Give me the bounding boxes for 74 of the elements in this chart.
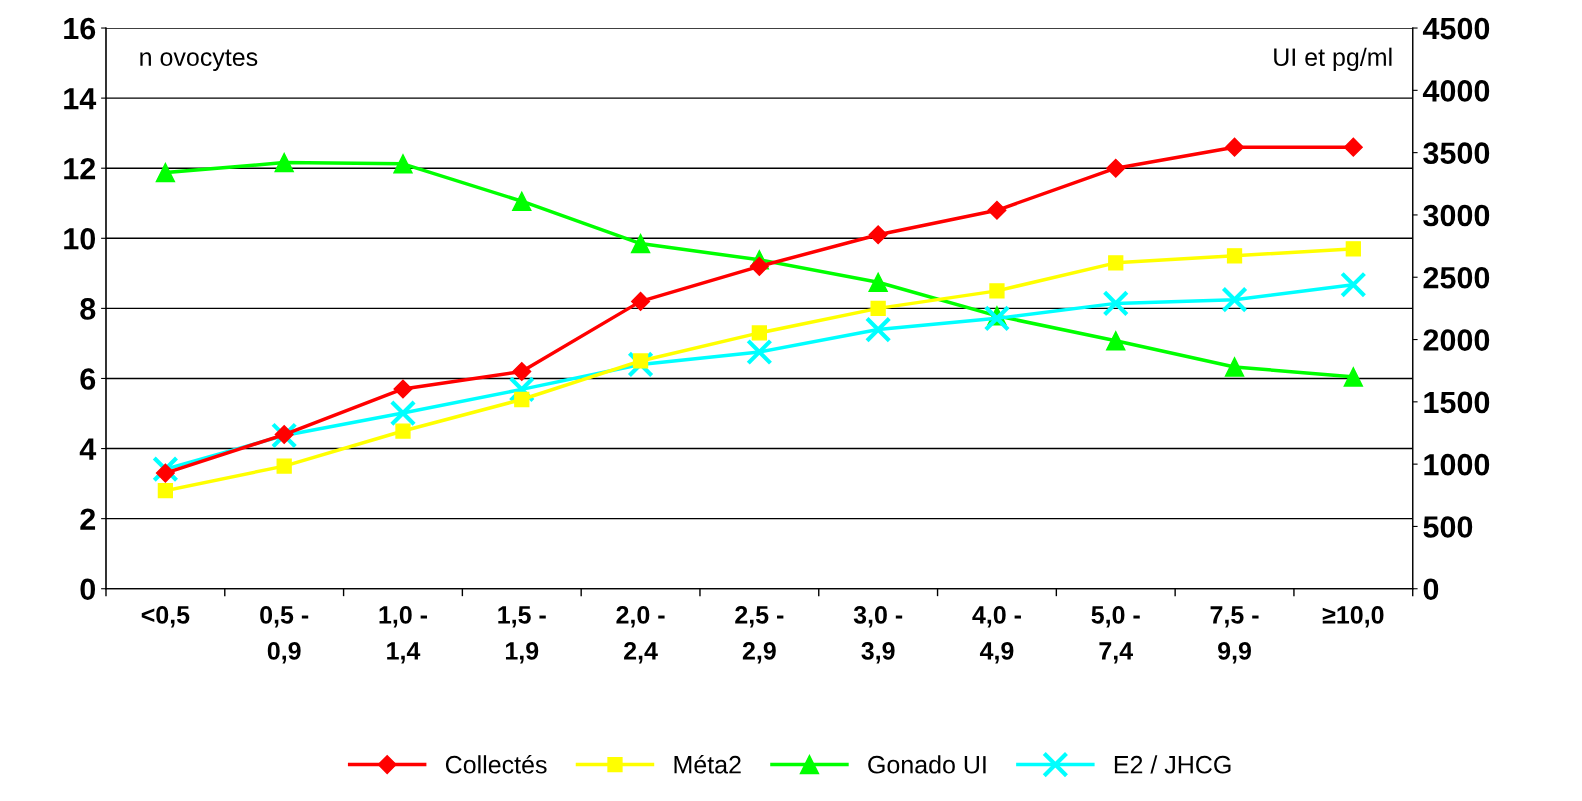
y-tick-label: 4 — [79, 438, 97, 460]
y-tick-label: 10 — [64, 228, 96, 250]
x-tick-label: <0,5 — [141, 606, 190, 628]
legend-label: Collectés — [445, 754, 547, 774]
point — [389, 399, 417, 427]
y-tick-label: 6 — [80, 368, 96, 390]
point — [1343, 367, 1364, 387]
y2-tick-label: 500 — [1423, 516, 1473, 538]
point — [987, 200, 1007, 220]
x-tick-label: 2,0 - 2,4 — [616, 606, 665, 664]
point — [512, 191, 532, 211]
y-tick-label: 2 — [80, 508, 96, 530]
y-tick-label: 14 — [64, 88, 97, 110]
point — [1106, 158, 1126, 178]
x-tick-label: 0,5 - 0,9 — [260, 606, 309, 664]
x-tick-label: 5,0 - 7,4 — [1091, 606, 1140, 664]
point — [393, 379, 413, 399]
point — [1106, 331, 1126, 351]
y-axis-title: n ovocytes — [140, 49, 258, 71]
point — [508, 376, 535, 403]
point — [1226, 248, 1243, 264]
y-tick-label: 8 — [80, 298, 96, 320]
point — [1340, 271, 1367, 298]
y-tick-label: 12 — [64, 157, 96, 180]
point — [864, 316, 892, 343]
point — [746, 338, 773, 366]
y2-tick-label: 2500 — [1423, 266, 1490, 289]
point — [1343, 137, 1363, 157]
y2-tick-label: 3000 — [1423, 204, 1490, 227]
point — [393, 154, 413, 174]
point — [870, 300, 886, 317]
y2-tick-label: 3500 — [1423, 142, 1490, 165]
point — [512, 361, 532, 381]
y2-tick-label: 0 — [1423, 578, 1439, 601]
point — [630, 233, 651, 254]
x-tick-label: 1,0 - 1,4 — [379, 606, 427, 664]
point — [395, 423, 411, 439]
point — [155, 463, 175, 483]
y2-axis-title: UI et pg/ml — [1274, 47, 1392, 71]
point — [751, 325, 767, 341]
point — [632, 353, 649, 369]
y2-tick-label: 2000 — [1423, 329, 1490, 351]
y2-tick-label: 4000 — [1422, 80, 1490, 102]
x-tick-label: ≥10,0 — [1322, 606, 1384, 628]
point — [749, 256, 769, 276]
point — [514, 391, 530, 408]
x-tick-label: 1,5 - 1,9 — [498, 606, 546, 664]
point — [1102, 290, 1129, 317]
y-tick-label: 16 — [64, 17, 96, 40]
point — [276, 458, 292, 474]
point — [274, 152, 294, 173]
point — [989, 283, 1005, 299]
point — [1108, 255, 1124, 271]
point — [1345, 241, 1361, 257]
x-tick-label: 3,0 - 3,9 — [853, 606, 903, 664]
y2-tick-label: 4500 — [1422, 17, 1490, 40]
point — [631, 291, 651, 311]
legend-label: E2 / JHCG — [1114, 755, 1231, 774]
x-tick-label: 2,5 - 2,9 — [735, 606, 784, 664]
point — [155, 162, 176, 183]
x-tick-label: 7,5 - 9,9 — [1210, 606, 1259, 664]
point — [1224, 357, 1245, 377]
point — [157, 482, 174, 499]
point — [983, 305, 1011, 332]
point — [1225, 137, 1245, 157]
y2-tick-label: 1000 — [1424, 453, 1490, 476]
point — [868, 272, 888, 292]
legend-label: Gonado UI — [868, 755, 986, 774]
x-tick-label: 4,0 - 4,9 — [972, 606, 1021, 664]
y2-tick-label: 1500 — [1424, 391, 1490, 414]
point — [868, 225, 888, 245]
point — [1221, 286, 1248, 313]
legend-label: Méta2 — [674, 754, 741, 774]
y-tick-label: 0 — [80, 578, 96, 601]
